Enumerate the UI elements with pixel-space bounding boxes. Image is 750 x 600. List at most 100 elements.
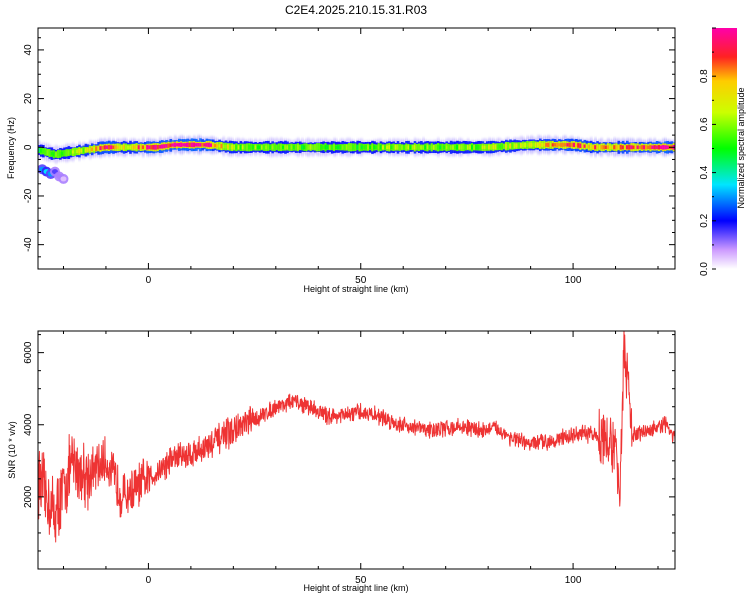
- figure-title: C2E4.2025.210.15.31.R03: [285, 3, 427, 17]
- spectrogram-cell: [233, 145, 236, 150]
- spectrogram-cell: [611, 145, 614, 150]
- spectrogram-cell: [441, 145, 444, 150]
- spectrogram-cell: [388, 145, 391, 150]
- spectrogram-cell: [286, 145, 289, 150]
- spectrogram-cell: [235, 145, 238, 150]
- spectrogram-cell: [205, 142, 209, 147]
- spectrogram-y-label: Frequency (Hz): [6, 117, 16, 179]
- spectrogram-cell: [316, 144, 319, 150]
- spectrogram-cell: [237, 145, 241, 149]
- spectrogram-cell: [530, 142, 534, 147]
- spectrogram-cell: [178, 143, 181, 147]
- colorbar-tick-label: 0.2: [699, 213, 710, 227]
- spectrogram-cell: [609, 145, 612, 150]
- spectrogram-cell: [226, 144, 230, 149]
- spectrogram-cell: [403, 145, 406, 150]
- spectrogram-cell: [86, 147, 90, 153]
- spectrogram-cell: [245, 145, 249, 150]
- spectrogram-cell: [275, 145, 279, 150]
- spectrogram-cell: [284, 145, 287, 150]
- spectrogram-cell: [621, 145, 625, 150]
- spectrogram-cell: [146, 145, 149, 150]
- spectrogram-cell: [48, 150, 52, 156]
- spectrogram-cell: [267, 144, 270, 150]
- spectrogram-cell: [190, 142, 194, 148]
- spectrogram-cell: [638, 145, 642, 149]
- spectrogram-cell: [158, 145, 162, 149]
- colorbar-tick-label: 0.6: [699, 117, 710, 131]
- spectrogram-cell: [161, 144, 164, 149]
- spectrogram-cell: [587, 144, 591, 149]
- spectrogram-frame: [37, 27, 676, 270]
- spectrogram-cell: [50, 152, 54, 156]
- spectrogram-cell: [581, 143, 584, 149]
- x-tick-label: 0: [146, 275, 152, 286]
- spectrogram-cell: [655, 145, 659, 150]
- spectrogram-cell: [313, 145, 317, 150]
- spectrogram-cell: [262, 145, 266, 150]
- spectrogram-cell: [600, 145, 604, 150]
- spectrogram-cell: [97, 146, 100, 151]
- spectrogram-cell: [502, 144, 506, 149]
- colorbar: 0.0 0.2 0.4 0.6 0.8 Normalized spectral ampl…: [699, 27, 746, 276]
- spectrogram-cell: [632, 145, 635, 150]
- spectrogram-cell: [279, 145, 283, 150]
- spectrogram-cell: [124, 145, 128, 150]
- spectrogram-cell: [428, 145, 432, 150]
- spectrogram-cell: [422, 145, 425, 149]
- spectrogram-cell: [522, 143, 525, 148]
- spectrogram-cell: [613, 145, 616, 150]
- spectrogram-cell: [547, 142, 551, 148]
- spectrogram-cell: [572, 142, 576, 148]
- spectrogram-panel: 0 50 100 -40 -20 0 20 40 Height of straight lin…: [6, 27, 676, 294]
- spectrogram-cell: [466, 145, 470, 150]
- spectrogram-cell: [105, 145, 109, 149]
- spectrogram-cell: [239, 145, 243, 150]
- spectrogram-cell: [103, 145, 107, 150]
- snr-y-label: SNR (10 * v/v): [7, 421, 17, 479]
- spectrogram-cell: [640, 145, 644, 150]
- snr-axes: 0 50 100 2000 4000 6000: [23, 331, 675, 586]
- spectrogram-cell: [212, 143, 215, 148]
- spectrogram-cell: [445, 145, 449, 149]
- spectrogram-cell: [352, 145, 355, 150]
- spectrogram-cell: [430, 145, 434, 149]
- spectrogram-cell: [360, 145, 364, 149]
- spectrogram-cell: [203, 143, 207, 147]
- spectrogram-cell: [513, 143, 517, 149]
- spectrogram-cell: [664, 145, 667, 150]
- y-tick-label: 0: [23, 144, 34, 150]
- spectrogram-cell: [118, 145, 122, 150]
- spectrogram-cell: [653, 145, 657, 150]
- spectrogram-cell: [184, 143, 187, 147]
- spectrogram-cell: [494, 144, 497, 150]
- spectrogram-cell: [662, 144, 665, 150]
- spectrogram-cell: [216, 144, 219, 148]
- spectrogram-cell: [362, 145, 366, 150]
- spectrogram-cell: [579, 143, 582, 148]
- spectrogram-cell: [619, 144, 623, 150]
- spectrogram-cell: [460, 145, 463, 150]
- spectrogram-cell: [243, 145, 247, 150]
- spectrogram-cell: [88, 147, 92, 152]
- spectrogram-cell: [282, 145, 285, 149]
- spectrogram-cell: [224, 144, 228, 149]
- spectrogram-cell: [222, 144, 226, 149]
- spectrogram-cell: [647, 145, 650, 149]
- spectrogram-cell: [229, 145, 232, 149]
- spectrogram-cell: [209, 143, 213, 147]
- spectrogram-cell: [657, 145, 661, 150]
- spectrogram-cell: [432, 145, 436, 150]
- colorbar-tick-label: 0.0: [699, 262, 710, 276]
- spectrogram-cell: [171, 143, 175, 147]
- spectrogram-cell: [649, 145, 652, 150]
- spectrogram-cell: [407, 145, 410, 150]
- spectrogram-cell: [651, 145, 655, 149]
- spectrogram-cell: [507, 144, 510, 148]
- spectrogram-cell: [666, 145, 669, 150]
- spectrogram-cell: [628, 144, 631, 150]
- spectrogram-cell: [324, 145, 328, 150]
- spectrogram-cell: [252, 145, 255, 150]
- spectrogram-cell: [488, 145, 491, 150]
- spectrogram-cell: [598, 144, 601, 150]
